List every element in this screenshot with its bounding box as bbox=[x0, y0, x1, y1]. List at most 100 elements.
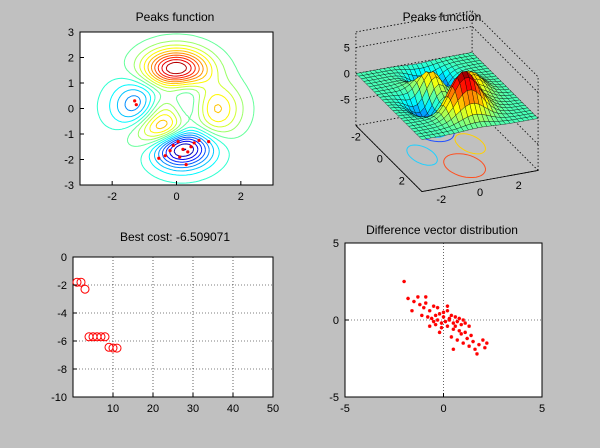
contour-xtick-label: 0 bbox=[173, 191, 179, 203]
difference-point bbox=[463, 321, 467, 325]
surface-box-front-edge bbox=[355, 125, 423, 192]
difference-point bbox=[429, 316, 434, 321]
surface-xtick-label: -2 bbox=[436, 194, 446, 206]
difference-point bbox=[431, 319, 436, 324]
difference-point bbox=[437, 312, 442, 316]
best-cost-ytick-label: -4 bbox=[57, 308, 67, 320]
best-cost-point bbox=[72, 277, 82, 287]
contour-ytick-label: -2 bbox=[64, 155, 74, 167]
difference-point bbox=[435, 318, 440, 322]
contour-point bbox=[192, 141, 196, 145]
surface-patch bbox=[418, 135, 427, 140]
surface-ztick-label: -5 bbox=[340, 95, 350, 107]
contour-title: Peaks function bbox=[136, 10, 215, 24]
contour-point bbox=[207, 140, 211, 144]
best-cost-title: Best cost: -6.509071 bbox=[120, 230, 230, 244]
contour-point bbox=[176, 140, 180, 144]
surface-box-edge bbox=[355, 10, 473, 33]
best-cost-point bbox=[108, 343, 118, 353]
difference-point bbox=[439, 325, 444, 330]
difference-point bbox=[471, 339, 475, 344]
best-cost-ticks: 10 20 30 40 50 0 -2 -4 -6 -8 -10 bbox=[51, 252, 279, 415]
best-cost-points bbox=[72, 277, 122, 353]
difference-point bbox=[475, 352, 479, 356]
surface-plot bbox=[355, 52, 539, 178]
difference-point bbox=[453, 315, 458, 319]
contour-ytick-label: -3 bbox=[64, 180, 74, 192]
contour-level-line bbox=[162, 136, 206, 166]
difference-point bbox=[439, 321, 444, 325]
difference-point bbox=[406, 296, 410, 301]
difference-point bbox=[449, 313, 454, 318]
difference-point bbox=[451, 321, 456, 325]
difference-points bbox=[402, 279, 489, 356]
difference-point bbox=[420, 313, 424, 318]
contour-level-line bbox=[123, 33, 255, 147]
surface-ztick-label: 5 bbox=[344, 43, 350, 55]
contour-ytick-label: -1 bbox=[64, 129, 74, 141]
best-cost-xtick-label: 30 bbox=[187, 403, 199, 415]
difference-point bbox=[441, 315, 446, 319]
difference-point bbox=[461, 318, 465, 322]
difference-point bbox=[445, 308, 450, 313]
panel-contour: Peaks function -2 0 2 3 2 1 0 -1 -2 -3 bbox=[64, 10, 274, 203]
surface-ytick-label: 0 bbox=[377, 154, 383, 166]
contour-level-line bbox=[124, 95, 210, 169]
difference-point bbox=[447, 318, 452, 322]
best-cost-point bbox=[96, 332, 106, 342]
contour-point bbox=[157, 156, 161, 160]
difference-point bbox=[423, 295, 428, 299]
difference-point bbox=[435, 305, 440, 310]
difference-point bbox=[483, 345, 487, 350]
best-cost-ytick-label: 0 bbox=[61, 252, 67, 264]
contour-level-line bbox=[96, 77, 230, 184]
difference-point bbox=[445, 324, 450, 328]
contour-level-line bbox=[161, 59, 192, 77]
difference-point bbox=[427, 324, 432, 328]
difference-point bbox=[481, 338, 485, 342]
contour-point bbox=[178, 155, 182, 159]
difference-point bbox=[467, 344, 471, 348]
contour-level-line bbox=[147, 50, 223, 130]
difference-point bbox=[453, 324, 458, 328]
surface-floor-contour bbox=[443, 153, 487, 178]
panel-difference: Difference vector distribution -5 0 5 5 0 -5 bbox=[329, 223, 545, 415]
contour-xtick-label: 2 bbox=[238, 191, 244, 203]
surface-ztick-label: 0 bbox=[344, 69, 350, 81]
difference-point bbox=[469, 333, 473, 338]
difference-point bbox=[485, 341, 489, 345]
surface-title: Peaks function bbox=[403, 10, 482, 24]
best-cost-xtick-label: 40 bbox=[227, 403, 239, 415]
best-cost-xtick-label: 10 bbox=[107, 403, 119, 415]
difference-point bbox=[437, 330, 442, 335]
contour-level-line bbox=[116, 89, 215, 172]
difference-point bbox=[410, 308, 414, 313]
surface-ticks: 5 0 -5 2 0 -2 -2 0 2 bbox=[340, 43, 522, 206]
difference-point bbox=[455, 338, 460, 342]
contour-point bbox=[197, 138, 201, 142]
surface-box-gridline bbox=[355, 26, 539, 93]
surface-box-front-edge bbox=[421, 170, 539, 192]
difference-point bbox=[467, 324, 471, 328]
contour-point bbox=[163, 154, 167, 158]
difference-point bbox=[455, 319, 460, 324]
difference-point bbox=[445, 304, 450, 308]
contour-level-line bbox=[165, 61, 187, 75]
difference-ytick-label: 5 bbox=[333, 238, 339, 250]
panel-best-cost: Best cost: -6.509071 10 20 30 40 50 0 -2 -4 -6 -8… bbox=[51, 230, 279, 415]
contour-level-line bbox=[150, 52, 204, 83]
contour-point bbox=[134, 103, 138, 107]
contour-ytick-label: 0 bbox=[68, 104, 74, 116]
best-cost-xtick-label: 20 bbox=[147, 403, 159, 415]
difference-ticks: -5 0 5 5 0 -5 bbox=[329, 238, 545, 415]
best-cost-point bbox=[80, 284, 90, 294]
surface-ytick-label: -2 bbox=[351, 132, 361, 144]
contour-point bbox=[168, 148, 172, 153]
difference-point bbox=[412, 299, 416, 304]
difference-point bbox=[418, 302, 422, 307]
contour-ytick-label: 3 bbox=[68, 27, 74, 39]
contour-level-line bbox=[109, 84, 220, 176]
best-cost-xtick-label: 50 bbox=[267, 403, 279, 415]
difference-axes bbox=[344, 242, 543, 398]
difference-point bbox=[433, 322, 438, 327]
